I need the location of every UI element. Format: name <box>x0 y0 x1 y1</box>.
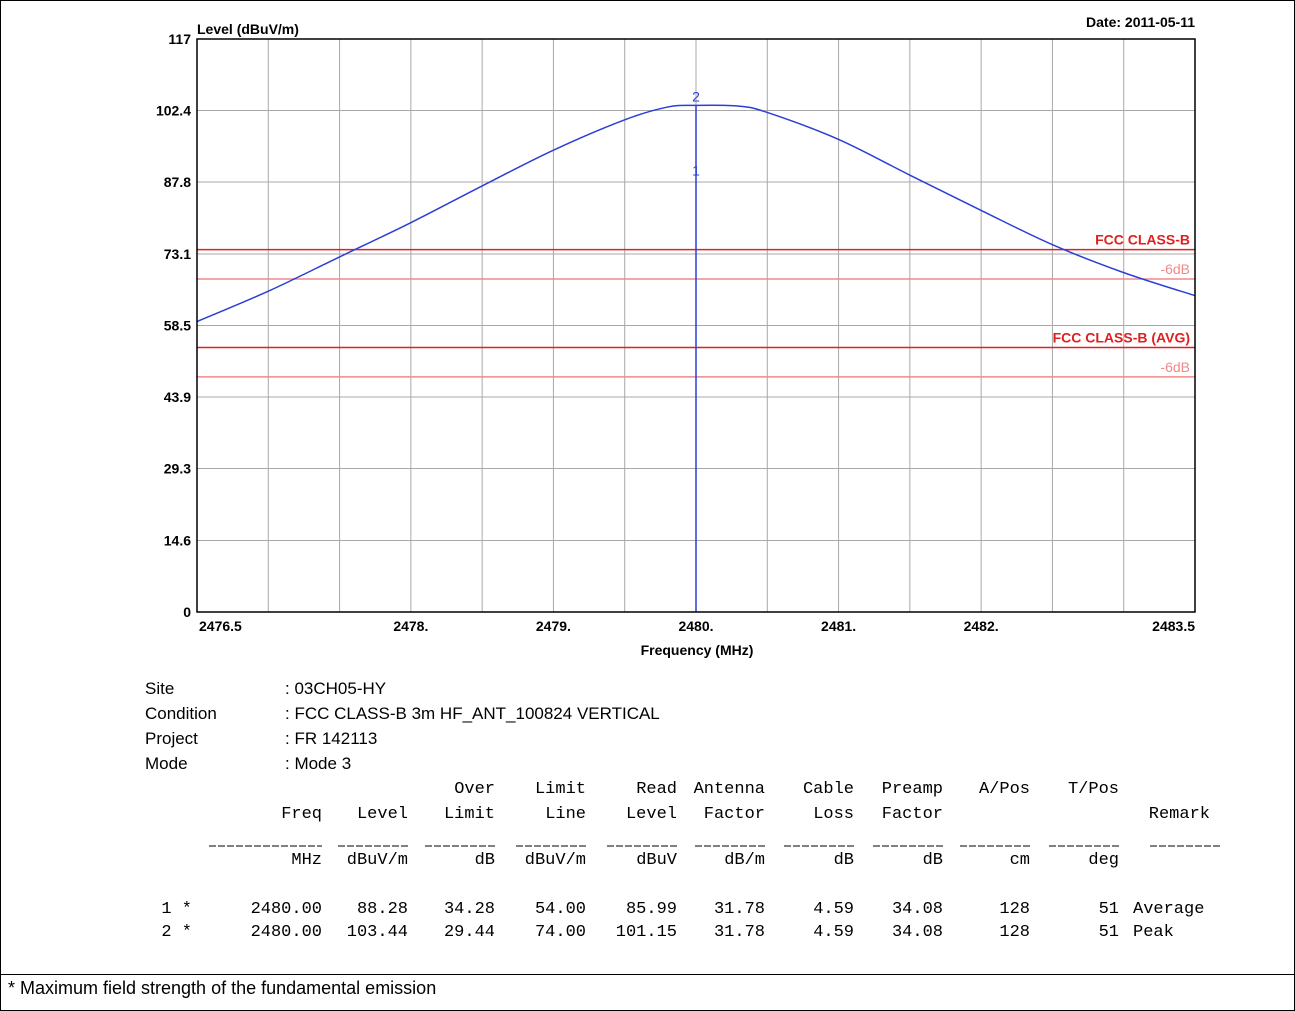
table-header-cell: T/Pos <box>1068 780 1119 799</box>
x-tick-label: 2476.5 <box>199 618 242 634</box>
info-label: Site <box>145 679 175 698</box>
table-unit-cell: dBuV/m <box>347 851 408 870</box>
table-unit-cell: MHz <box>291 851 322 870</box>
info-row-condition: Condition : FCC CLASS-B 3m HF_ANT_100824… <box>145 701 660 726</box>
table-row-cell: 29.44 <box>444 923 495 942</box>
info-row-mode: Mode : Mode 3 <box>145 751 660 776</box>
table-row-cell: 31.78 <box>714 923 765 942</box>
x-tick-label: 2478. <box>393 618 428 634</box>
table-header-cell: Factor <box>704 805 765 824</box>
chart-axes <box>196 38 1196 613</box>
table-row-cell: 2480.00 <box>251 923 322 942</box>
date-label: Date: 2011-05-11 <box>1086 14 1195 30</box>
tick-labels: 117 102.4 87.8 73.1 58.5 43.9 29.3 14.6 0 2476.5 2… <box>156 31 1195 634</box>
table-row-cell: 34.08 <box>892 923 943 942</box>
table-header-cell: Freq <box>281 805 322 824</box>
x-axis-label: Frequency (MHz) <box>641 642 754 658</box>
y-tick-label: 43.9 <box>164 389 191 405</box>
info-value: : 03CH05-HY <box>285 679 387 698</box>
info-value: : FCC CLASS-B 3m HF_ANT_100824 VERTICAL <box>285 704 660 723</box>
y-tick-label: 73.1 <box>164 246 191 262</box>
x-tick-label: 2481. <box>821 618 856 634</box>
table-row-cell: Average <box>1133 900 1204 919</box>
table-header-cell: Factor <box>882 805 943 824</box>
table-unit-cell: dB <box>834 851 854 870</box>
table-unit-cell: deg <box>1088 851 1119 870</box>
table-row-cell: 31.78 <box>714 900 765 919</box>
y-axis-label: Level (dBuV/m) <box>197 21 299 37</box>
info-value: : FR 142113 <box>285 729 378 748</box>
x-tick-label: 2483.5 <box>1152 618 1195 634</box>
y-tick-label: 58.5 <box>164 318 191 334</box>
footnote: * Maximum field strength of the fundamen… <box>8 978 437 998</box>
table-row-cell: 4.59 <box>813 900 854 919</box>
y-tick-label: 29.3 <box>164 461 191 477</box>
marker-label: 2 <box>692 88 700 104</box>
emission-trace <box>196 104 1196 323</box>
table-header-cell: Over <box>454 780 495 799</box>
limit-line-label: -6dB <box>1160 261 1190 277</box>
table-unit-cell: dBuV/m <box>525 851 586 870</box>
table-header-cell: Limit <box>535 780 586 799</box>
table-row-cell: 2 * <box>161 923 192 942</box>
info-row-project: Project : FR 142113 <box>145 726 660 751</box>
table-unit-cell: dB <box>923 851 943 870</box>
trace-layer: 12 <box>196 88 1196 612</box>
y-tick-label: 117 <box>168 31 191 47</box>
y-tick-label: 102.4 <box>156 103 191 119</box>
table-header-cell: A/Pos <box>979 780 1030 799</box>
table-row-cell: 4.59 <box>813 923 854 942</box>
table-row-cell: 103.44 <box>347 923 408 942</box>
table-row-cell: 54.00 <box>535 900 586 919</box>
table-row-cell: 128 <box>999 923 1030 942</box>
table-header-cell: Read <box>636 780 677 799</box>
info-row-site: Site : 03CH05-HY <box>145 676 660 701</box>
table-header-cell: Level <box>626 805 677 824</box>
table-header-cell: Line <box>545 805 586 824</box>
y-tick-label: 14.6 <box>164 532 191 548</box>
table-header-cell: Level <box>357 805 408 824</box>
table-row-cell: 85.99 <box>626 900 677 919</box>
table-row-cell: 2480.00 <box>251 900 322 919</box>
table-unit-cell: cm <box>1010 851 1030 870</box>
y-tick-label: 87.8 <box>164 174 191 190</box>
table-row-cell: 34.28 <box>444 900 495 919</box>
table-row-cell: 1 * <box>161 900 192 919</box>
table-header-cell: Preamp <box>882 780 943 799</box>
table-row-cell: 101.15 <box>616 923 677 942</box>
table-header-cell: Antenna <box>694 780 765 799</box>
x-tick-label: 2480. <box>678 618 713 634</box>
table-row-cell: Peak <box>1133 923 1174 942</box>
result-table: Over Limit Read Antenna Cable Preamp A/Pos T/Po… <box>161 780 1220 942</box>
info-label: Condition <box>145 704 217 723</box>
table-row-cell: 51 <box>1099 923 1119 942</box>
test-info: Site : 03CH05-HY Condition : FCC CLASS-B… <box>145 676 660 776</box>
table-header-cell: Cable <box>803 780 854 799</box>
table-header-cell: Limit <box>444 805 495 824</box>
limit-line-label: FCC CLASS-B <box>1095 232 1190 248</box>
plot-border <box>196 38 1196 613</box>
table-row-cell: 128 <box>999 900 1030 919</box>
table-unit-cell: dBuV <box>636 851 678 870</box>
table-row-cell: 34.08 <box>892 900 943 919</box>
info-label: Project <box>145 729 198 748</box>
x-tick-label: 2479. <box>536 618 571 634</box>
footnote-divider <box>0 974 1295 975</box>
table-header-cell: Remark <box>1149 805 1210 824</box>
table-unit-cell: dB <box>475 851 495 870</box>
y-tick-label: 0 <box>183 604 191 620</box>
info-value: : Mode 3 <box>285 754 352 773</box>
x-tick-label: 2482. <box>964 618 999 634</box>
table-header-cell: Loss <box>813 805 854 824</box>
table-unit-cell: dB/m <box>724 851 765 870</box>
limit-line-label: FCC CLASS-B (AVG) <box>1053 330 1190 346</box>
limit-line-label: -6dB <box>1160 359 1190 375</box>
table-row-cell: 88.28 <box>357 900 408 919</box>
emission-chart: FCC CLASS-B -6dB FCC CLASS-B (AVG) -6dB 1 2 … <box>156 14 1220 942</box>
table-row-cell: 51 <box>1099 900 1119 919</box>
table-row-cell: 74.00 <box>535 923 586 942</box>
info-label: Mode <box>145 754 188 773</box>
marker-label: 1 <box>692 163 700 179</box>
